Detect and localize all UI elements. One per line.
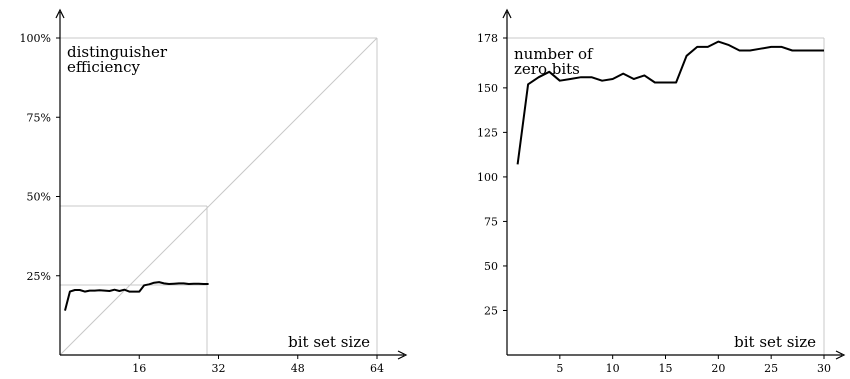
right-x-tick-label: 20 — [711, 362, 725, 375]
left-y-tick-label: 75% — [27, 111, 51, 124]
left-y-tick-label: 100% — [20, 32, 51, 45]
left-axes — [55, 8, 408, 360]
right-x-label: bit set size — [734, 333, 816, 351]
left-diagonal-line — [59, 37, 378, 356]
left-annotation-line: efficiency — [67, 58, 140, 76]
right-x-tick-label: 30 — [817, 362, 831, 375]
right-y-tick-label: 125 — [477, 126, 498, 139]
right-y-tick-label: 100 — [477, 171, 498, 184]
right-guides — [507, 37, 825, 355]
right-y-tick-label: 150 — [477, 82, 498, 95]
left-x-axis-arrow — [397, 350, 408, 360]
right-axes — [502, 8, 846, 360]
left-x-tick-label: 64 — [370, 362, 384, 375]
right-y-tick-label: 25 — [484, 304, 498, 317]
left-chart: 16 32 48 64 25% 50% 75% 100% distinguisher effi… — [20, 8, 408, 375]
left-y-axis-arrow — [55, 8, 65, 19]
right-y-ticks: 25 50 75 100 125 150 178 — [477, 32, 507, 317]
right-y-tick-label: 75 — [484, 215, 498, 228]
right-annotation-line: zero bits — [514, 60, 580, 78]
right-x-tick-label: 25 — [764, 362, 778, 375]
right-annotation: number of zero bits — [514, 45, 594, 78]
right-annotation-line: number of — [514, 45, 594, 63]
right-series-line — [516, 40, 824, 165]
left-x-tick-label: 16 — [132, 362, 146, 375]
left-annotation-line: distinguisher — [67, 43, 168, 61]
right-x-tick-label: 15 — [659, 362, 673, 375]
right-x-tick-label: 10 — [606, 362, 620, 375]
left-x-tick-label: 32 — [212, 362, 226, 375]
left-x-ticks: 16 32 48 64 — [132, 355, 384, 375]
left-x-tick-label: 48 — [291, 362, 305, 375]
left-y-tick-label: 50% — [27, 191, 51, 204]
left-y-tick-label: 25% — [27, 270, 51, 283]
left-y-ticks: 25% 50% 75% 100% — [20, 32, 60, 283]
right-x-ticks: 5 10 15 20 25 30 — [556, 355, 831, 375]
right-y-tick-label: 178 — [477, 32, 498, 45]
right-chart: 5 10 15 20 25 30 25 50 75 100 125 150 178 number of… — [477, 8, 846, 375]
left-x-label: bit set size — [288, 333, 370, 351]
left-guides — [59, 37, 378, 356]
left-annotation: distinguisher efficiency — [67, 43, 168, 76]
right-x-axis-arrow — [835, 350, 846, 360]
right-x-tick-label: 5 — [556, 362, 563, 375]
right-y-axis-arrow — [502, 8, 512, 19]
left-series-line — [64, 281, 209, 311]
right-y-tick-label: 50 — [484, 260, 498, 273]
